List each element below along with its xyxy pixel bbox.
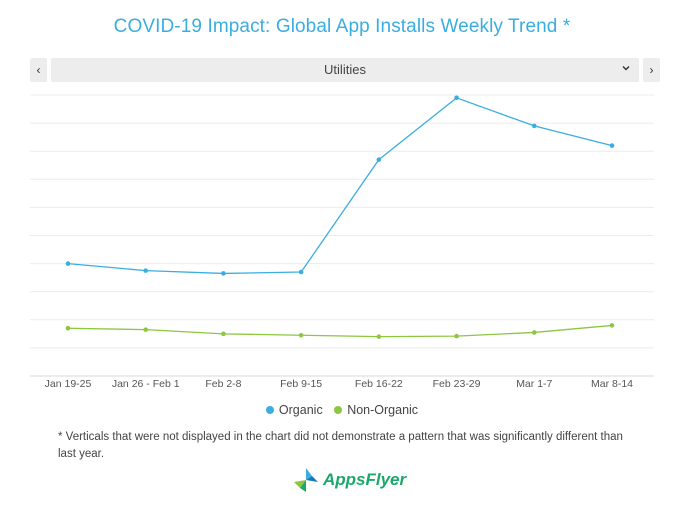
line-chart: Jan 19-25 Jan 26 - Feb 1 Feb 2-8 Feb 9-15 Fe…: [30, 94, 654, 390]
x-tick-label: Feb 16-22: [355, 378, 403, 390]
chart-legend: Organic Non-Organic: [0, 403, 684, 417]
appsflyer-logo-icon: [294, 468, 318, 492]
data-point[interactable]: [143, 327, 149, 332]
legend-label-non-organic: Non-Organic: [347, 403, 419, 417]
legend-item-organic[interactable]: Organic: [265, 403, 323, 417]
legend-dot-organic: [265, 406, 274, 414]
legend-item-non-organic[interactable]: Non-Organic: [334, 403, 418, 417]
data-point[interactable]: [221, 271, 226, 276]
x-tick-label: Mar 1-7: [516, 378, 552, 390]
data-point[interactable]: [298, 269, 304, 275]
data-point[interactable]: [609, 323, 615, 328]
x-tick-label: Feb 2-8: [205, 378, 241, 390]
data-point[interactable]: [65, 325, 71, 331]
x-tick-label: Mar 8-14: [591, 378, 633, 390]
data-point[interactable]: [609, 143, 615, 148]
x-tick-label: Feb 23-29: [433, 378, 481, 390]
data-point[interactable]: [454, 333, 459, 339]
next-button[interactable]: ›: [643, 58, 660, 82]
data-point[interactable]: [376, 334, 382, 339]
appsflyer-logo: AppsFlyer: [292, 465, 406, 495]
data-point[interactable]: [531, 123, 537, 129]
data-point[interactable]: [454, 95, 459, 101]
series-line-0: [67, 97, 613, 275]
data-point[interactable]: [531, 330, 537, 335]
x-tick-label: Jan 19-25: [45, 378, 92, 390]
series-line-1: [67, 324, 613, 338]
vertical-dropdown[interactable]: Utilities: [51, 58, 639, 82]
chevron-down-icon: [621, 62, 631, 76]
data-point[interactable]: [65, 261, 71, 266]
x-tick-label: Feb 9-15: [280, 378, 322, 390]
data-point[interactable]: [376, 157, 382, 162]
data-point[interactable]: [298, 332, 304, 338]
data-point[interactable]: [143, 268, 149, 273]
footnote: * Verticals that were not displayed in t…: [58, 431, 623, 460]
chart-title: COVID-19 Impact: Global App Installs Wee…: [113, 16, 571, 37]
previous-button[interactable]: ‹: [30, 58, 47, 82]
dropdown-selected-value: Utilities: [324, 62, 366, 77]
legend-dot-non-organic: [334, 406, 343, 414]
data-point[interactable]: [221, 331, 226, 337]
legend-label-organic: Organic: [278, 403, 323, 417]
logo-text: AppsFlyer: [323, 470, 407, 489]
x-tick-label: Jan 26 - Feb 1: [112, 378, 180, 390]
vertical-selector: ‹ Utilities ›: [30, 58, 660, 82]
